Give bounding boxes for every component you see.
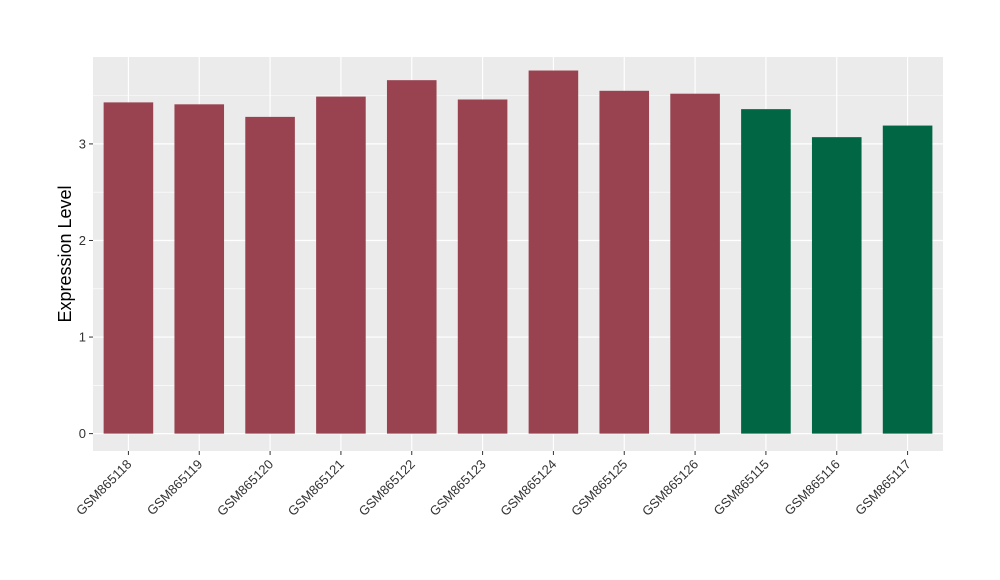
bar <box>103 102 154 434</box>
bar <box>741 109 791 434</box>
x-tick-label: GSM865124 <box>497 457 559 519</box>
x-tick-label: GSM865126 <box>639 457 701 519</box>
y-axis-title: Expression Level <box>55 185 75 322</box>
x-tick-label: GSM865116 <box>781 457 843 519</box>
bar <box>174 104 225 434</box>
y-axis: 0 1 2 3 <box>79 136 93 441</box>
bars <box>103 70 933 434</box>
x-tick-label: GSM865115 <box>710 457 772 519</box>
bar <box>386 80 437 434</box>
x-tick-label: GSM865118 <box>73 457 135 519</box>
x-tick-label: GSM865125 <box>568 457 630 519</box>
bar <box>670 93 720 434</box>
x-tick-label: GSM865123 <box>426 457 488 519</box>
bar <box>528 70 579 434</box>
grid-minor <box>93 95 943 386</box>
bar <box>882 125 933 434</box>
x-tick-label: GSM865120 <box>214 457 276 519</box>
bar <box>457 99 508 434</box>
bar <box>599 90 650 434</box>
x-tick-label: GSM865117 <box>852 457 914 519</box>
y-tick-label: 2 <box>79 233 86 248</box>
bar <box>245 116 295 434</box>
y-tick-label: 3 <box>79 136 86 151</box>
x-axis: GSM865118 GSM865119 GSM865120 GSM865121 GSM8… <box>73 451 914 519</box>
x-tick-label: GSM865119 <box>144 457 206 519</box>
x-tick-label: GSM865122 <box>356 457 418 519</box>
bar <box>811 137 862 434</box>
y-tick-label: 0 <box>79 426 86 441</box>
bar <box>316 96 366 434</box>
y-tick-label: 1 <box>79 330 86 345</box>
x-tick-label: GSM865121 <box>285 457 347 519</box>
